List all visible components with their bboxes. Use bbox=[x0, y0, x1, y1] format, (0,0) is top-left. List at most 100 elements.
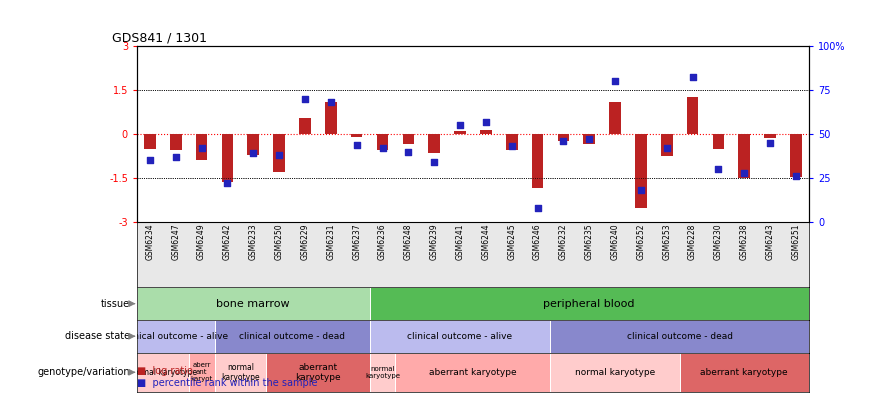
Point bbox=[634, 187, 648, 194]
Text: GSM6230: GSM6230 bbox=[714, 224, 723, 260]
Text: aberrant karyotype: aberrant karyotype bbox=[429, 368, 517, 377]
Bar bbox=[377, 134, 388, 150]
Point bbox=[298, 95, 312, 102]
Bar bbox=[635, 134, 647, 208]
Text: GSM6252: GSM6252 bbox=[636, 224, 645, 260]
Text: normal
karyotype: normal karyotype bbox=[365, 366, 400, 379]
Text: GSM6229: GSM6229 bbox=[301, 224, 309, 260]
Text: genotype/variation: genotype/variation bbox=[38, 367, 130, 377]
Bar bbox=[222, 134, 233, 182]
Bar bbox=[137, 352, 188, 392]
Bar bbox=[790, 134, 802, 177]
Bar bbox=[248, 134, 259, 154]
Point bbox=[583, 136, 597, 143]
Bar bbox=[370, 320, 551, 352]
Point bbox=[143, 157, 157, 164]
Text: GSM6250: GSM6250 bbox=[275, 224, 284, 260]
Point bbox=[324, 99, 338, 105]
Bar bbox=[273, 134, 285, 172]
Bar bbox=[144, 134, 156, 148]
Bar bbox=[137, 320, 215, 352]
Bar bbox=[266, 352, 370, 392]
Bar bbox=[137, 287, 370, 320]
Point bbox=[376, 145, 390, 151]
Point bbox=[608, 78, 622, 84]
Text: peripheral blood: peripheral blood bbox=[544, 299, 635, 308]
Bar bbox=[188, 352, 215, 392]
Point bbox=[169, 154, 183, 160]
Bar bbox=[551, 320, 809, 352]
Text: normal karyotype: normal karyotype bbox=[129, 368, 197, 377]
Text: GSM6247: GSM6247 bbox=[171, 224, 180, 260]
Bar bbox=[429, 134, 440, 153]
Text: GSM6241: GSM6241 bbox=[455, 224, 464, 260]
Bar bbox=[351, 134, 362, 137]
Bar bbox=[196, 134, 208, 160]
Text: GSM6243: GSM6243 bbox=[766, 224, 774, 260]
Point bbox=[194, 145, 209, 151]
Text: GSM6246: GSM6246 bbox=[533, 224, 542, 260]
Text: clinical outcome - dead: clinical outcome - dead bbox=[627, 332, 733, 341]
Text: GDS841 / 1301: GDS841 / 1301 bbox=[112, 31, 208, 44]
Text: disease state: disease state bbox=[65, 331, 130, 341]
Bar bbox=[325, 101, 337, 134]
Point bbox=[556, 138, 570, 144]
Bar bbox=[299, 118, 311, 134]
Point bbox=[220, 180, 234, 187]
Text: GSM6236: GSM6236 bbox=[378, 224, 387, 260]
Text: GSM6242: GSM6242 bbox=[223, 224, 232, 260]
Text: ■  log ratio: ■ log ratio bbox=[137, 366, 193, 376]
Point bbox=[789, 173, 803, 179]
Point bbox=[427, 159, 441, 166]
Point bbox=[712, 166, 726, 172]
Bar bbox=[395, 352, 551, 392]
Bar bbox=[370, 287, 809, 320]
Text: GSM6251: GSM6251 bbox=[791, 224, 800, 260]
Text: normal karyotype: normal karyotype bbox=[575, 368, 655, 377]
Text: GSM6234: GSM6234 bbox=[146, 224, 155, 260]
Text: GSM6233: GSM6233 bbox=[248, 224, 258, 260]
Text: clinical outcome - alive: clinical outcome - alive bbox=[123, 332, 228, 341]
Text: GSM6239: GSM6239 bbox=[430, 224, 438, 260]
Text: GSM6240: GSM6240 bbox=[611, 224, 620, 260]
Text: aberrant
karyotype: aberrant karyotype bbox=[295, 363, 340, 382]
Text: GSM6249: GSM6249 bbox=[197, 224, 206, 260]
Bar bbox=[532, 134, 544, 188]
Bar bbox=[370, 352, 395, 392]
Text: GSM6253: GSM6253 bbox=[662, 224, 671, 260]
Point bbox=[530, 205, 545, 211]
Text: GSM6232: GSM6232 bbox=[559, 224, 568, 260]
Bar bbox=[170, 134, 181, 150]
Bar bbox=[713, 134, 724, 148]
Text: normal
karyotype: normal karyotype bbox=[221, 363, 260, 382]
Bar bbox=[454, 131, 466, 134]
Text: GSM6231: GSM6231 bbox=[326, 224, 335, 260]
Bar bbox=[480, 130, 492, 134]
Bar bbox=[680, 352, 809, 392]
Bar bbox=[661, 134, 673, 156]
Text: GSM6245: GSM6245 bbox=[507, 224, 516, 260]
Text: bone marrow: bone marrow bbox=[217, 299, 290, 308]
Text: aberr
ant
karyot: aberr ant karyot bbox=[190, 362, 213, 382]
Point bbox=[685, 74, 699, 80]
Bar bbox=[765, 134, 776, 138]
Bar bbox=[402, 134, 415, 144]
Point bbox=[247, 150, 261, 156]
Text: GSM6248: GSM6248 bbox=[404, 224, 413, 260]
Text: clinical outcome - alive: clinical outcome - alive bbox=[408, 332, 513, 341]
Point bbox=[479, 118, 493, 125]
Bar bbox=[506, 134, 517, 150]
Bar bbox=[551, 352, 680, 392]
Point bbox=[659, 145, 674, 151]
Bar bbox=[215, 352, 266, 392]
Text: GSM6235: GSM6235 bbox=[584, 224, 594, 260]
Point bbox=[505, 143, 519, 149]
Bar bbox=[687, 97, 698, 134]
Point bbox=[737, 169, 751, 176]
Text: GSM6237: GSM6237 bbox=[352, 224, 362, 260]
Text: ■  percentile rank within the sample: ■ percentile rank within the sample bbox=[137, 378, 317, 388]
Text: tissue: tissue bbox=[101, 299, 130, 308]
Point bbox=[453, 122, 467, 128]
Bar bbox=[215, 320, 370, 352]
Text: GSM6228: GSM6228 bbox=[688, 224, 697, 260]
